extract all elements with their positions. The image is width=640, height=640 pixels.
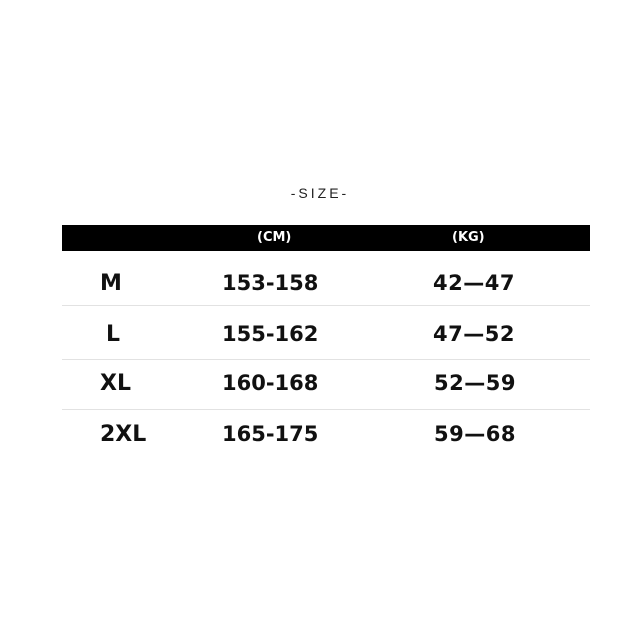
weight-cell: 59—68 [434,422,516,446]
header-weight-unit: (KG) [452,230,485,245]
size-chart-title: -SIZE- [290,185,350,201]
weight-cell: 52—59 [434,371,516,395]
size-cell: XL [100,371,131,396]
height-cell: 153-158 [222,271,319,295]
size-cell: 2XL [100,422,147,447]
size-cell: M [100,271,122,296]
weight-cell: 42—47 [433,271,515,295]
header-height-unit: (CM) [257,230,292,245]
table-row: XL 160-168 52—59 [62,358,590,408]
table-row: 2XL 165-175 59—68 [62,409,590,459]
height-cell: 165-175 [222,422,319,446]
height-cell: 160-168 [222,371,319,395]
row-divider [62,359,590,360]
height-cell: 155-162 [222,322,319,346]
size-cell: L [106,322,121,347]
table-header: (CM) (KG) [62,225,590,251]
table-row: M 153-158 42—47 [62,258,590,308]
weight-cell: 47—52 [433,322,515,346]
row-divider [62,305,590,306]
row-divider [62,409,590,410]
table-row: L 155-162 47—52 [62,309,590,359]
